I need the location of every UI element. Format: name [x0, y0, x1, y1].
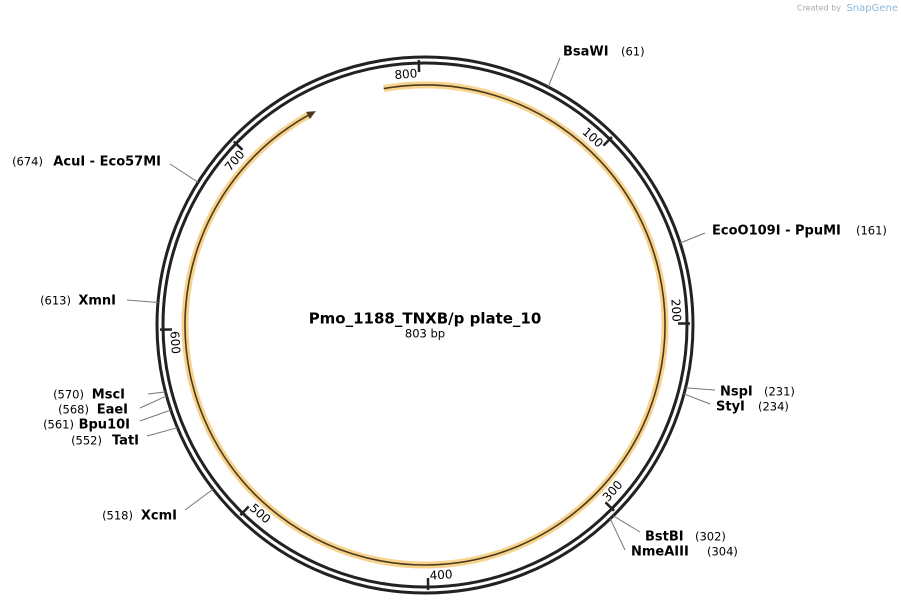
tick-mark — [604, 501, 615, 512]
site-name: MscI — [92, 388, 125, 403]
site-position: (613) — [40, 294, 71, 308]
site-leader — [169, 163, 199, 183]
site-position: (561) — [43, 418, 74, 432]
site-position: (61) — [621, 45, 645, 59]
site-name: StyI — [716, 400, 745, 415]
site-leader — [126, 299, 158, 303]
site-name: AcuI - Eco57MI — [53, 155, 161, 170]
site-position: (518) — [102, 509, 133, 523]
site-name: BsaWI — [563, 45, 609, 60]
site-leader — [146, 427, 178, 437]
site-name: BstBI — [645, 530, 684, 545]
site-position: (304) — [707, 545, 738, 559]
tick-label: 200 — [668, 299, 683, 323]
site-position: (568) — [58, 403, 89, 417]
backbone-outer — [155, 55, 695, 595]
site-leader — [679, 232, 706, 244]
tick-mark — [239, 505, 250, 516]
site-name: Bpu10I — [79, 418, 130, 433]
site-name: XcmI — [141, 509, 177, 524]
site-name: TatI — [112, 434, 139, 449]
site-position: (161) — [856, 224, 887, 238]
tick-label: 600 — [167, 331, 183, 355]
site-leader — [147, 391, 166, 395]
brand: SnapGene — [846, 3, 898, 14]
tick-mark — [602, 136, 613, 147]
site-name: EaeI — [97, 403, 128, 418]
created-by: Created by — [797, 4, 841, 13]
site-leader — [547, 57, 561, 88]
site-leader — [139, 409, 172, 422]
site-name: NspI — [720, 385, 753, 400]
tick-label: 400 — [429, 567, 453, 582]
site-position: (231) — [764, 385, 795, 399]
map-title: Pmo_1188_TNXB/p plate_10 — [309, 310, 542, 328]
site-leader — [683, 393, 711, 405]
site-name: XmnI — [78, 294, 116, 309]
map-length: 803 bp — [405, 327, 445, 341]
feature-arrow — [306, 111, 316, 119]
site-leader — [685, 387, 716, 391]
site-position: (674) — [12, 155, 43, 169]
feature-arc — [184, 84, 666, 566]
site-position: (302) — [695, 530, 726, 544]
backbone-inner — [161, 61, 689, 589]
site-position: (570) — [53, 388, 84, 402]
site-leader — [184, 488, 214, 511]
tick-mark — [232, 140, 244, 151]
site-leader — [609, 518, 626, 551]
tick-label: 800 — [394, 66, 418, 82]
site-leader — [612, 515, 641, 533]
site-name: NmeAIII — [631, 545, 689, 560]
site-position: (552) — [71, 434, 102, 448]
site-position: (234) — [758, 400, 789, 414]
site-leader — [139, 395, 167, 409]
site-name: EcoO109I - PpuMI — [712, 224, 841, 239]
